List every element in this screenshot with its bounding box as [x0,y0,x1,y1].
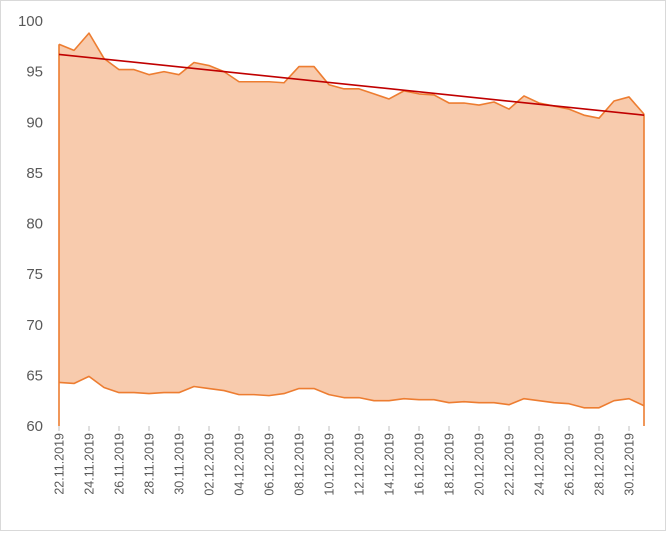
x-tick-label: 14.12.2019 [383,433,397,496]
trendline [58,53,645,116]
plot-area [58,32,645,426]
y-tick-label: 65 [26,367,43,384]
x-tick-label: 20.12.2019 [473,433,487,496]
x-tick-label: 08.12.2019 [293,433,307,496]
y-tick-label: 70 [26,317,43,334]
x-axis-ticks: 22.11.2019 24.11.2019 26.11.2019 28.11.2019… [53,426,637,496]
x-tick-label: 22.12.2019 [503,433,517,496]
x-tick-label: 18.12.2019 [443,433,457,496]
y-axis-ticks: 60 65 70 75 80 85 90 95 100 [18,13,43,435]
x-tick-label: 22.11.2019 [53,433,67,495]
y-tick-label: 90 [26,114,43,131]
x-tick-label: 26.12.2019 [563,433,577,496]
x-tick-label: 24.12.2019 [533,433,547,496]
x-tick-label: 02.12.2019 [203,433,217,496]
x-tick-label: 28.12.2019 [593,433,607,496]
x-tick-label: 16.12.2019 [413,433,427,496]
x-tick-label: 28.11.2019 [143,433,157,495]
y-tick-label: 75 [26,266,43,283]
x-tick-label: 30.11.2019 [173,433,187,495]
x-tick-label: 30.12.2019 [623,433,637,496]
y-tick-label: 60 [26,418,43,435]
x-tick-label: 24.11.2019 [83,433,97,495]
x-tick-label: 10.12.2019 [323,433,337,496]
x-tick-label: 12.12.2019 [353,433,367,496]
y-tick-label: 100 [18,13,43,30]
y-tick-label: 95 [26,64,43,81]
lower-series-line [58,375,645,409]
x-tick-label: 06.12.2019 [263,433,277,496]
y-tick-label: 85 [26,165,43,182]
x-tick-label: 04.12.2019 [233,433,247,496]
y-tick-label: 80 [26,216,43,233]
x-tick-label: 26.11.2019 [113,433,127,495]
area-band [59,33,644,408]
